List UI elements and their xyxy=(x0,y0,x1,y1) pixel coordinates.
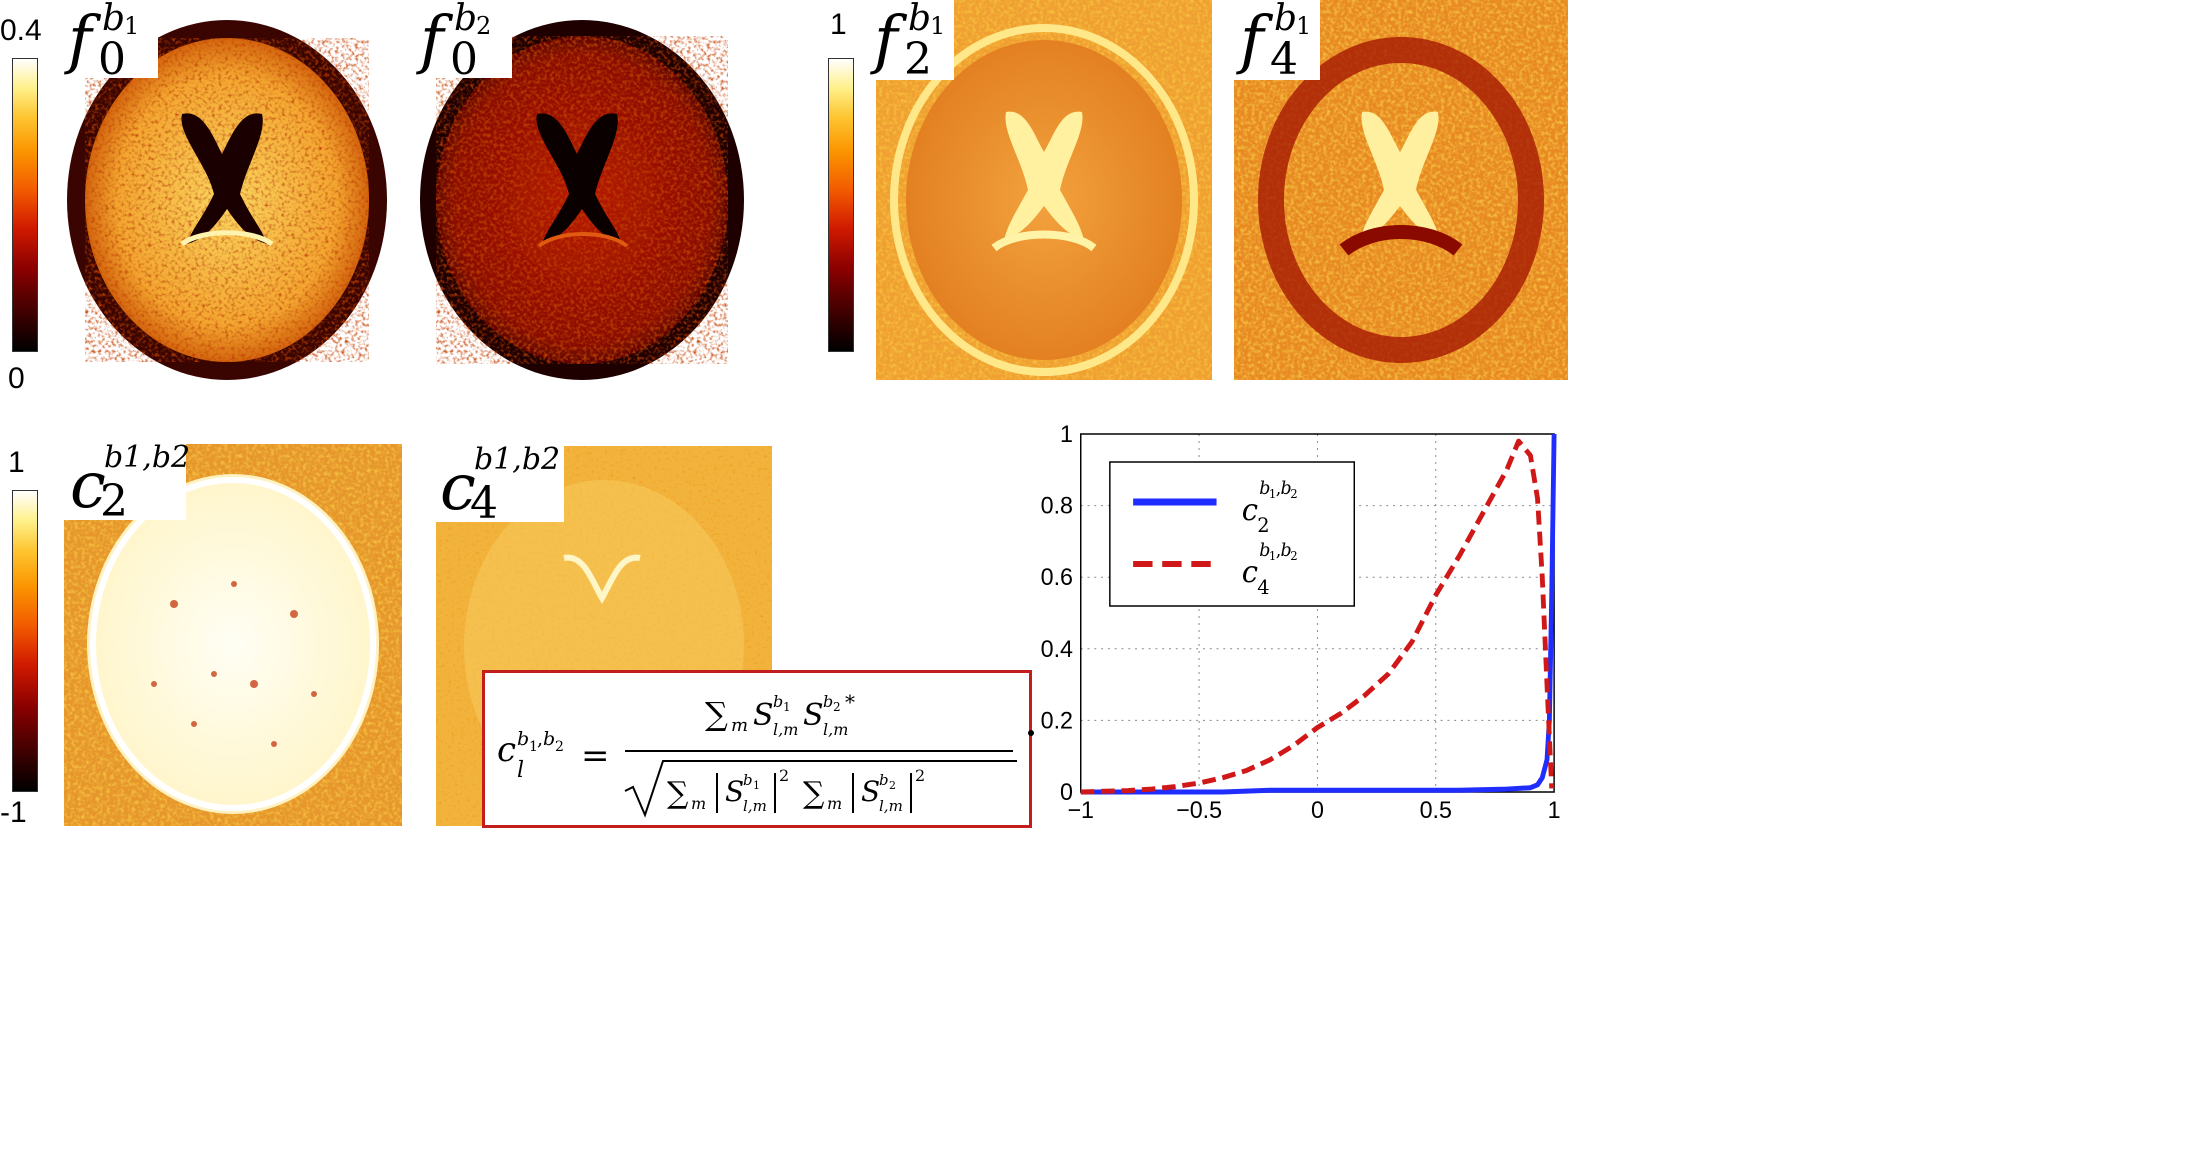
svg-text:1: 1 xyxy=(753,779,760,792)
svg-text:l,m: l,m xyxy=(823,720,848,739)
svg-text:1: 1 xyxy=(783,700,791,714)
x-tick-label: −0.5 xyxy=(1176,798,1222,824)
x-tick-label: 0 xyxy=(1311,798,1324,824)
legend-label-c4: c 4 b1 , b2 xyxy=(1242,541,1298,599)
y-tick-label: 0.4 xyxy=(1041,636,1073,662)
label-c4: c 4 b1,b2 xyxy=(434,442,564,529)
svg-text:2: 2 xyxy=(915,766,925,785)
colorbar-top-left-max: 0.4 xyxy=(0,14,42,47)
svg-text:l,m: l,m xyxy=(879,797,903,815)
y-tick-label: 0.2 xyxy=(1041,708,1073,734)
y-tick-label: 0.6 xyxy=(1041,565,1073,591)
svg-text:b: b xyxy=(773,692,783,711)
y-tick-label: 0 xyxy=(1060,780,1073,806)
svg-text:S: S xyxy=(753,698,774,733)
svg-text:2: 2 xyxy=(555,739,564,755)
svg-text:b: b xyxy=(879,771,889,789)
colorbar-bottom-left-max: 1 xyxy=(8,446,25,479)
svg-text:b: b xyxy=(743,771,753,789)
colorbar-top-right xyxy=(828,58,854,352)
svg-text:,: , xyxy=(1276,479,1282,499)
label-c2: c 2 b1,b2 xyxy=(64,440,190,527)
eq-lhs-sub: l xyxy=(517,758,524,783)
eq-lhs: c xyxy=(497,730,516,770)
y-tick-label: 0.8 xyxy=(1041,493,1073,519)
svg-text:b: b xyxy=(823,692,833,711)
label-f2-b1: f 2 b 1 xyxy=(868,0,954,85)
x-tick-label: 1 xyxy=(1548,798,1561,824)
label-f0-b1: f 0 b 1 xyxy=(62,0,158,85)
svg-text:2: 2 xyxy=(1290,487,1297,501)
svg-text:b: b xyxy=(517,728,529,750)
legend-label-c2: c 2 b1 , b2 xyxy=(1242,479,1298,537)
svg-text:2: 2 xyxy=(1290,549,1297,563)
plot-legend: c 2 b1 , b2 c 4 b1 , b2 xyxy=(1109,461,1356,607)
colorbar-bottom-left xyxy=(12,490,38,792)
svg-text:b: b xyxy=(543,728,555,750)
svg-text:2: 2 xyxy=(779,766,789,785)
svg-text:m: m xyxy=(731,715,748,736)
svg-text:∑: ∑ xyxy=(705,695,728,733)
svg-text:*: * xyxy=(845,690,855,714)
svg-text:S: S xyxy=(861,775,880,808)
svg-text:c: c xyxy=(1242,555,1258,590)
svg-text:b: b xyxy=(1281,541,1292,561)
label-f4-b1: f 4 b 1 xyxy=(1234,0,1320,85)
svg-text:,: , xyxy=(1276,541,1282,561)
brain-map-f0-b2 xyxy=(414,4,750,382)
colorbar-top-left-min: 0 xyxy=(8,362,25,395)
svg-text:m: m xyxy=(827,794,842,813)
plot-grid xyxy=(1080,434,1555,792)
colorbar-bottom-left-min: -1 xyxy=(0,796,27,829)
svg-text:,: , xyxy=(537,728,543,750)
y-tick-label: 1 xyxy=(1060,422,1073,448)
colorbar-top-left xyxy=(12,58,38,352)
svg-text:l,m: l,m xyxy=(773,720,798,739)
svg-text:b: b xyxy=(1259,479,1270,499)
svg-text:4: 4 xyxy=(1257,576,1269,599)
svg-text:S: S xyxy=(725,775,744,808)
svg-text:=: = xyxy=(581,736,610,776)
svg-text:∑: ∑ xyxy=(667,776,689,811)
svg-text:c: c xyxy=(1242,493,1258,528)
svg-text:1: 1 xyxy=(1269,549,1276,563)
x-tick-label: 0.5 xyxy=(1420,798,1452,824)
svg-text:2: 2 xyxy=(889,779,896,792)
svg-text:m: m xyxy=(691,794,706,813)
svg-text:b: b xyxy=(1259,541,1270,561)
svg-text:1: 1 xyxy=(529,739,538,755)
svg-text:2: 2 xyxy=(1257,514,1269,537)
svg-text:∑: ∑ xyxy=(803,776,825,811)
svg-text:b: b xyxy=(1281,479,1292,499)
brain-map-f2-b1 xyxy=(876,0,1212,380)
series-line-c4 xyxy=(1080,438,1555,795)
svg-text:l,m: l,m xyxy=(743,797,767,815)
svg-text:1: 1 xyxy=(1269,487,1276,501)
svg-text:S: S xyxy=(803,698,824,733)
brain-map-f0-b1 xyxy=(62,4,392,382)
colorbar-top-right-max: 1 xyxy=(830,8,847,41)
label-f0-b2: f 0 b 2 xyxy=(414,0,512,85)
equation-period xyxy=(1028,730,1034,736)
x-tick-label: −1 xyxy=(1067,798,1094,824)
svg-text:2: 2 xyxy=(833,700,841,714)
